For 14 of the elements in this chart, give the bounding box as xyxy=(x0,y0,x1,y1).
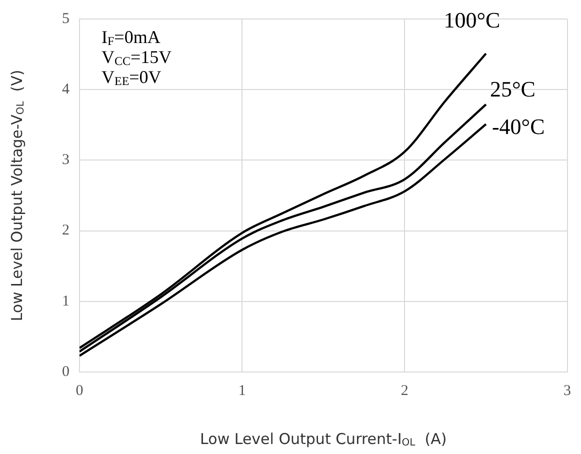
y-tick-label: 5 xyxy=(62,10,70,27)
y-axis-title: Low Level Output Voltage-VOL (V) xyxy=(8,70,26,322)
x-tick-label: 1 xyxy=(238,382,246,399)
x-tick-label: 2 xyxy=(400,382,408,399)
y-tick-label: 0 xyxy=(62,364,70,380)
series-label: 100°C xyxy=(444,8,500,33)
x-tick-label: 0 xyxy=(76,382,84,399)
series-label: -40°C xyxy=(492,114,545,140)
y-tick-label: 1 xyxy=(62,293,70,310)
x-tick-label: 3 xyxy=(564,382,571,399)
series-label: 25°C xyxy=(490,76,536,102)
y-tick-label: 3 xyxy=(62,152,70,168)
y-tick-label: 2 xyxy=(62,222,70,239)
y-tick-label: 4 xyxy=(62,82,70,98)
